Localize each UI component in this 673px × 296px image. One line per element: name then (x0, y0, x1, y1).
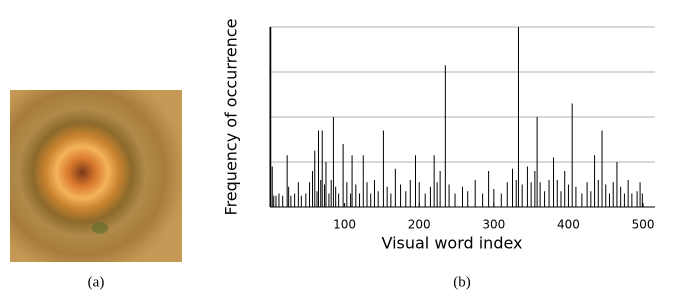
x-tick-label: 400 (557, 218, 580, 232)
y-axis-label: Frequency of occurrence (222, 19, 241, 216)
x-axis-label: Visual word index (381, 234, 522, 253)
figure: (a) (b) Visual word index Frequency of o… (0, 0, 673, 296)
caption-b: (b) (453, 274, 471, 290)
image-patch (10, 90, 182, 262)
x-tick-label: 500 (632, 218, 655, 232)
x-tick-label: 200 (408, 218, 431, 232)
caption-a: (a) (88, 274, 105, 290)
image-blob (92, 222, 108, 234)
page: (a) (b) Visual word index Frequency of o… (0, 0, 673, 296)
x-tick-label: 100 (333, 218, 356, 232)
x-tick-label: 300 (482, 218, 505, 232)
